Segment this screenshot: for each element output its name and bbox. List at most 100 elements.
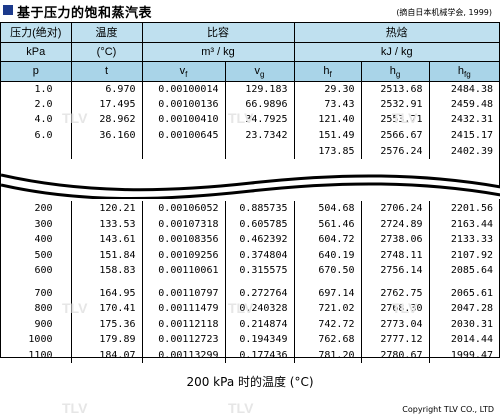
table-cell: 2768.30 bbox=[361, 300, 430, 317]
table-cell: 2777.12 bbox=[361, 332, 430, 348]
table-row: 4.0 28.962 0.00100410 34.7925 121.40 2553.71 2… bbox=[1, 112, 499, 128]
table-cell: 73.43 bbox=[294, 96, 362, 113]
table-cell: 1000 bbox=[1, 332, 72, 348]
table-cell: 2756.14 bbox=[361, 263, 430, 286]
table-cell: 0.374804 bbox=[225, 247, 295, 264]
symbol-hg: hg bbox=[361, 61, 430, 82]
table-cell: 0.00110797 bbox=[142, 285, 226, 301]
table-cell: 0.462392 bbox=[225, 232, 295, 248]
table-cell: 781.20 bbox=[294, 347, 362, 364]
table-cell: 604.72 bbox=[294, 232, 362, 248]
table-cell: 2107.92 bbox=[450, 250, 493, 262]
table-cell: 34.7925 bbox=[225, 112, 295, 128]
table-cell: 2085.64 bbox=[450, 265, 493, 277]
table-cell: 4.0 bbox=[1, 112, 72, 128]
steam-table: 压力(绝对) 温度 比容 热焓 kPa (°C) m³ / kg kJ / kg… bbox=[0, 22, 500, 364]
table-bottom: 200 120.21 0.00106052 0.885735 504.68 2706.24… bbox=[1, 201, 499, 364]
header-row-symbols: p t vf vg hf hg hfg bbox=[1, 61, 499, 82]
table-cell: 0.177436 bbox=[225, 347, 295, 364]
table-cell: 2415.17 bbox=[450, 130, 493, 142]
table-cell: 800 bbox=[1, 300, 72, 317]
table-cell: 129.183 bbox=[225, 81, 295, 97]
table-cell: 2030.31 bbox=[450, 318, 493, 330]
table-cell: 17.495 bbox=[71, 96, 143, 113]
source-note: (摘自日本机械学会, 1999) bbox=[396, 8, 492, 17]
table-row: 6.0 36.160 0.00100645 23.7342 151.49 2566.67 2… bbox=[1, 127, 499, 144]
table-cell: 2014.44 bbox=[450, 334, 493, 346]
watermark: TLV bbox=[62, 110, 88, 126]
table-cell: 0.00111479 bbox=[142, 300, 226, 317]
symbol-hf: hf bbox=[294, 61, 362, 82]
table-row: 400 143.61 0.00108356 0.462392 604.72 2738.06… bbox=[1, 232, 499, 248]
table-cell: 561.46 bbox=[294, 216, 362, 233]
table-cell: 184.07 bbox=[71, 347, 143, 364]
table-cell: 0.00108356 bbox=[142, 232, 226, 248]
table-cell: 133.53 bbox=[71, 216, 143, 233]
table-cell: 164.95 bbox=[71, 285, 143, 301]
table-row: 900 175.36 0.00112118 0.214874 742.72 2773.04… bbox=[1, 316, 499, 333]
table-cell: 175.36 bbox=[71, 316, 143, 333]
table-cell: 151.49 bbox=[294, 127, 362, 144]
unit-temperature: (°C) bbox=[71, 42, 143, 62]
table-cell: 0.605785 bbox=[225, 216, 295, 233]
symbol-hfg: hfg bbox=[429, 61, 499, 82]
table-cell: 400 bbox=[1, 232, 72, 248]
table-cell: 0.885735 bbox=[225, 201, 295, 217]
table-cell: 173.85 bbox=[294, 143, 362, 159]
table-cell: 0.00112118 bbox=[142, 316, 226, 333]
table-cell: 762.68 bbox=[294, 332, 362, 348]
table-cell: 2724.89 bbox=[361, 216, 430, 233]
table-cell: 2432.31 bbox=[450, 114, 493, 126]
table-cell: 2553.71 bbox=[361, 112, 430, 128]
watermark: TLV bbox=[62, 400, 88, 416]
header-row-names: 压力(绝对) 温度 比容 热焓 bbox=[1, 23, 499, 43]
table-cell: 36.160 bbox=[71, 127, 143, 144]
table-cell: 1999.47 bbox=[450, 350, 493, 362]
symbol-t: t bbox=[71, 61, 143, 82]
table-cell: 0.240328 bbox=[225, 300, 295, 317]
table-cell: 200 bbox=[1, 201, 72, 217]
table-cell: 170.41 bbox=[71, 300, 143, 317]
table-cell: 2402.39 bbox=[450, 145, 493, 157]
page-title: 基于压力的饱和蒸汽表 bbox=[17, 5, 153, 20]
header-row-units: kPa (°C) m³ / kg kJ / kg bbox=[1, 42, 499, 62]
table-cell: 0.00112723 bbox=[142, 332, 226, 348]
table-row-partial: 173.85 2576.24 2402.39 bbox=[1, 143, 499, 159]
table-cell: 900 bbox=[1, 316, 72, 333]
table-cell: 640.19 bbox=[294, 247, 362, 264]
table-break-wave bbox=[1, 173, 500, 199]
table-cell-empty bbox=[142, 143, 226, 159]
table-cell: 2748.11 bbox=[361, 247, 430, 264]
table-cell-empty bbox=[225, 143, 295, 159]
table-cell-empty bbox=[71, 143, 143, 159]
table-cell: 0.272764 bbox=[225, 285, 295, 301]
table-cell: 2773.04 bbox=[361, 316, 430, 333]
table-cell: 179.89 bbox=[71, 332, 143, 348]
table-cell: 151.84 bbox=[71, 247, 143, 264]
table-cell: 2047.28 bbox=[450, 303, 493, 315]
header-pressure: 压力(绝对) bbox=[1, 23, 72, 43]
watermark: TLV bbox=[392, 110, 418, 126]
title-bar: 基于压力的饱和蒸汽表 (摘自日本机械学会, 1999) bbox=[0, 0, 500, 24]
table-cell: 0.194349 bbox=[225, 332, 295, 348]
table-cell: 2163.44 bbox=[450, 218, 493, 230]
table-cell: 2484.38 bbox=[450, 83, 493, 95]
watermark: TLV bbox=[62, 300, 88, 316]
table-cell: 697.14 bbox=[294, 285, 362, 301]
table-cell: 0.00106052 bbox=[142, 201, 226, 217]
title-square-icon bbox=[3, 5, 13, 15]
watermark: TLV bbox=[228, 110, 254, 126]
table-cell: 2566.67 bbox=[361, 127, 430, 144]
table-cell: 504.68 bbox=[294, 201, 362, 217]
table-cell: 2738.06 bbox=[361, 232, 430, 248]
table-cell: 2065.61 bbox=[450, 287, 493, 299]
table-cell: 0.214874 bbox=[225, 316, 295, 333]
watermark: TLV bbox=[392, 300, 418, 316]
table-cell: 0.00100410 bbox=[142, 112, 226, 128]
table-cell: 2532.91 bbox=[361, 96, 430, 113]
table-cell: 0.00100645 bbox=[142, 127, 226, 144]
table-row: 1.0 6.970 0.00100014 129.183 29.30 2513.68 248… bbox=[1, 81, 499, 97]
caption: 200 kPa 时的温度 (°C) bbox=[186, 375, 314, 389]
table-cell: 2.0 bbox=[1, 96, 72, 113]
table-cell: 158.83 bbox=[71, 263, 143, 286]
